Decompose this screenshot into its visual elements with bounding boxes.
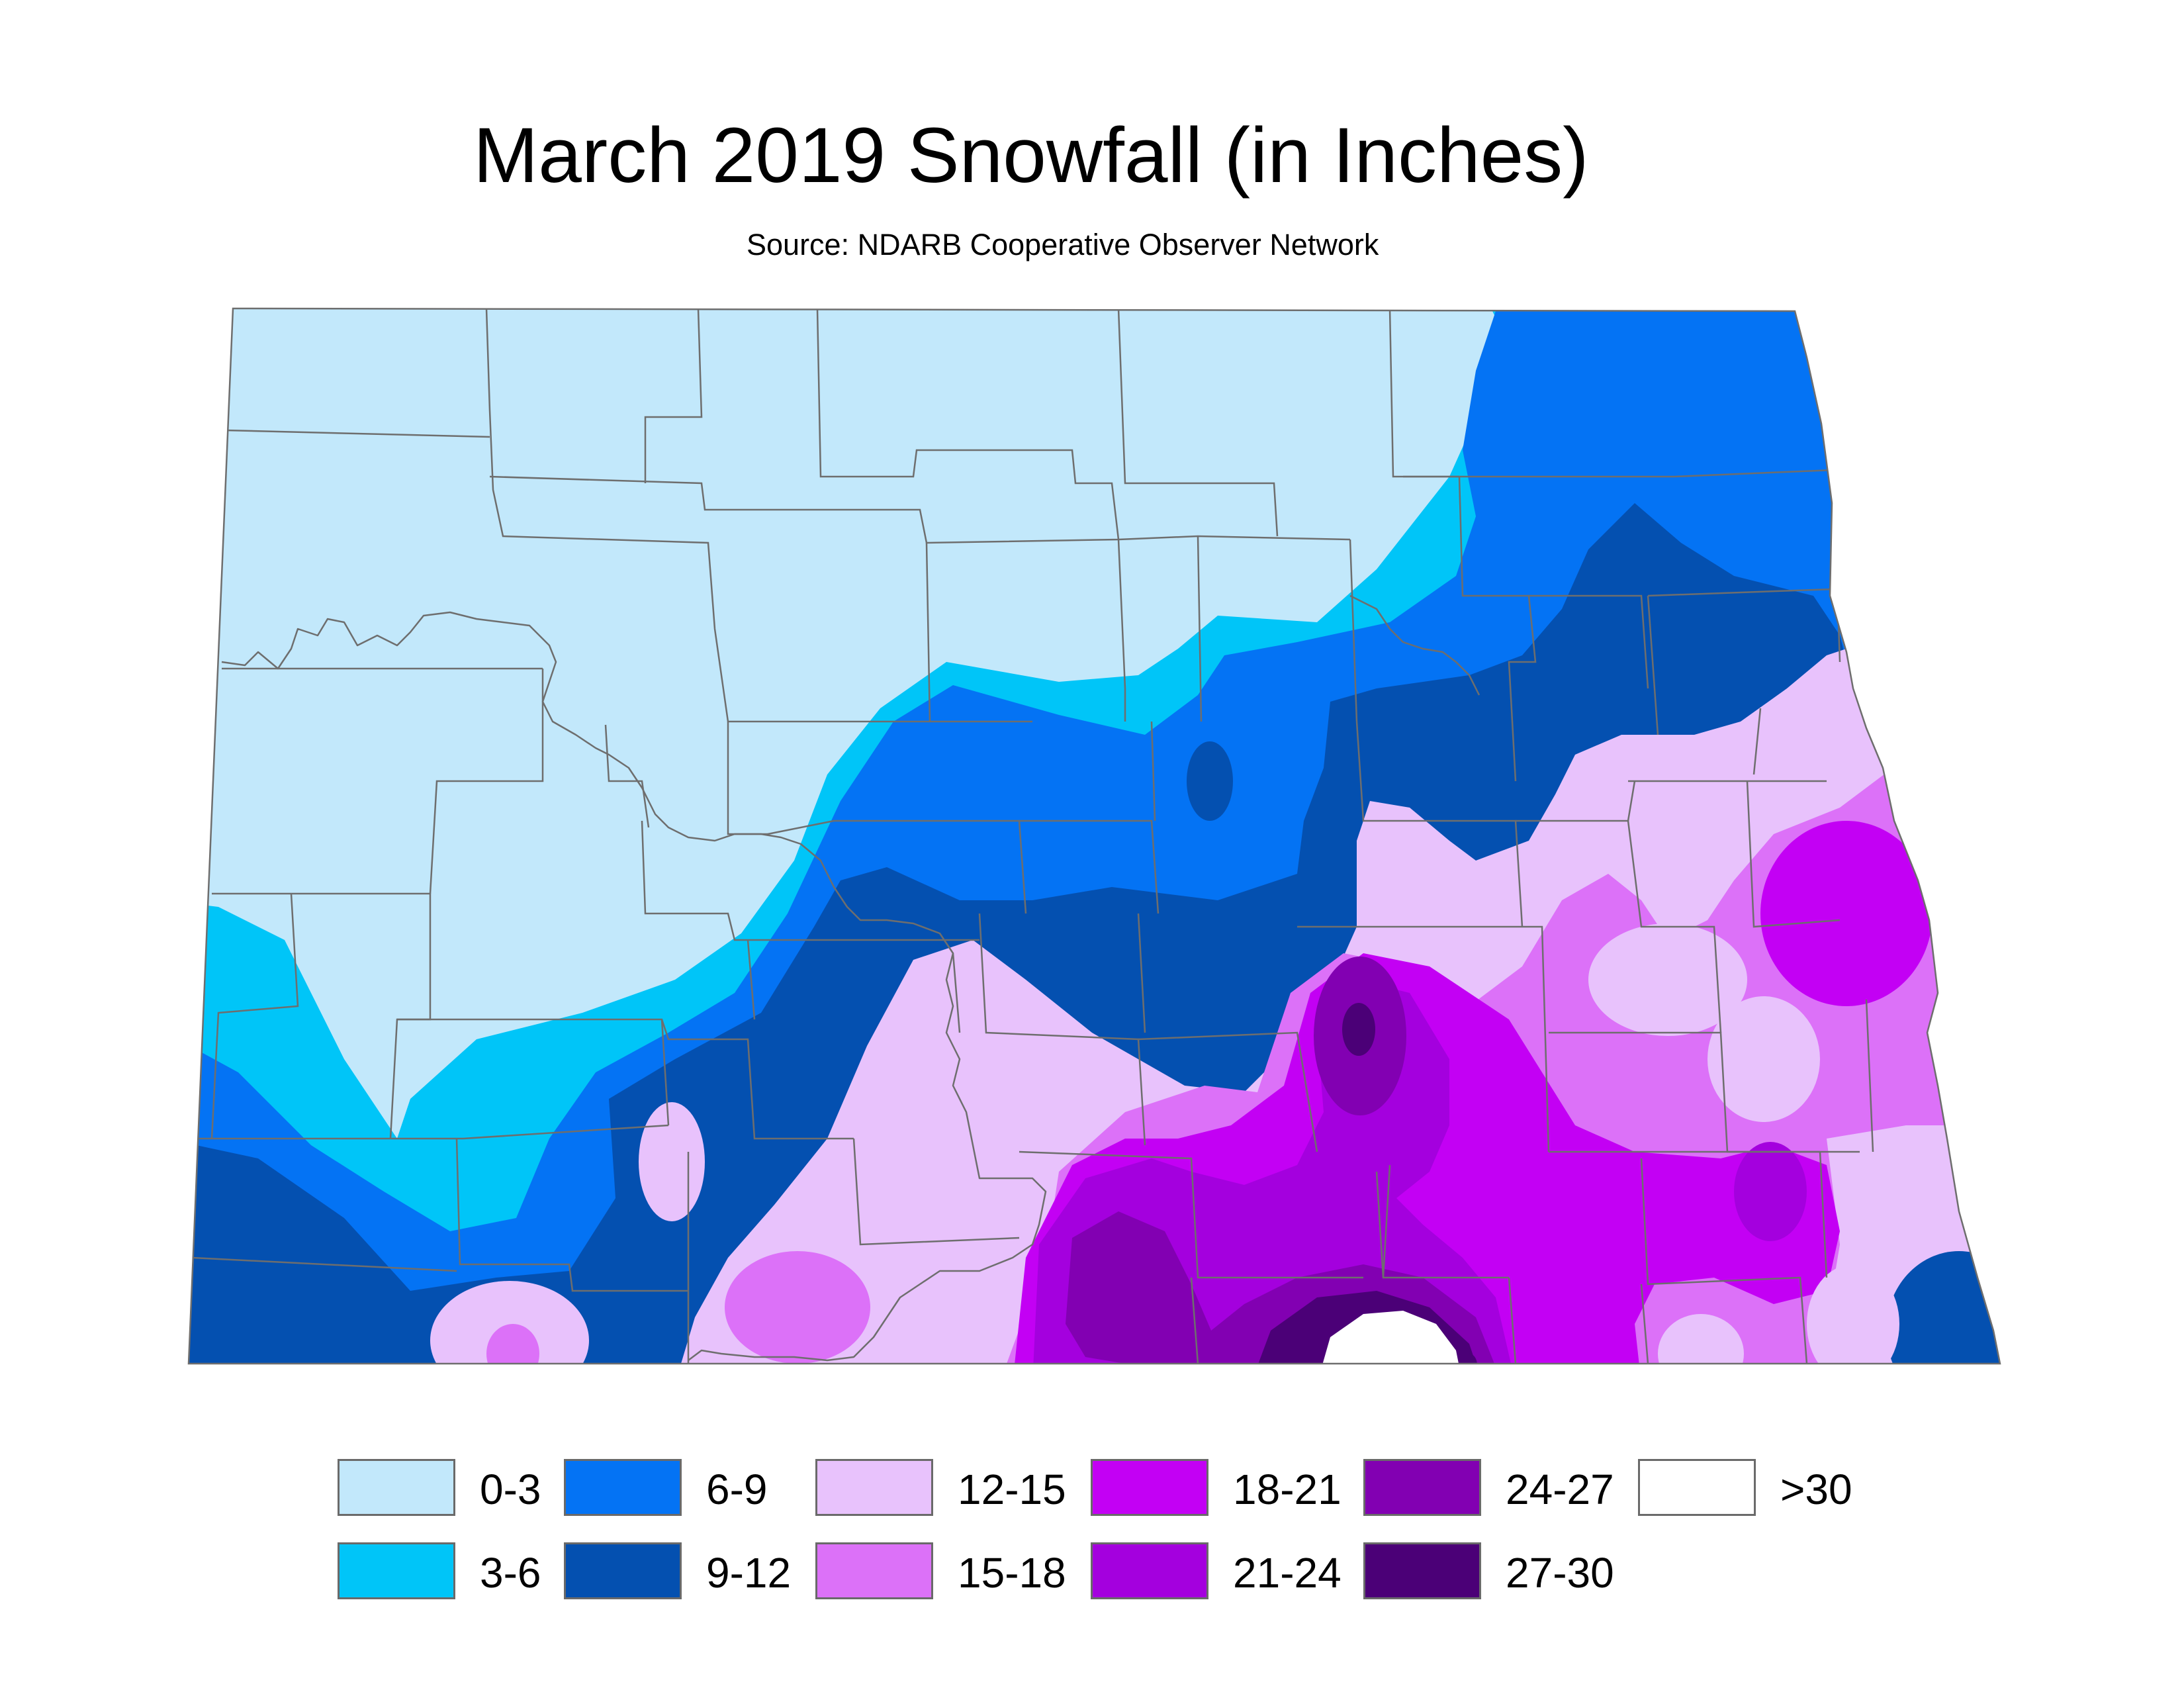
zone-27-30-dot (1459, 1353, 1477, 1364)
zone-27-30-north (1342, 1003, 1375, 1056)
zone-12-15-pocket-se (1658, 1314, 1744, 1364)
zone-18-21-ne (1760, 821, 1933, 1006)
county-boundaries (191, 308, 1874, 1364)
map-title: March 2019 Snowfall (in Inches) (473, 112, 1589, 199)
zone-over-30 (1317, 1311, 1463, 1364)
zone-21-24-e (1734, 1142, 1807, 1241)
zone-15-18-isle-s (486, 1324, 539, 1364)
zone-15-18-isle-sw (725, 1251, 870, 1364)
state-outline (187, 307, 2001, 1365)
snowfall-zones (189, 308, 2000, 1364)
river-boundaries (221, 594, 1480, 1362)
zone-12-15-pocket-ne (1588, 923, 1747, 1036)
zone-9-12-isle (1187, 741, 1233, 821)
zone-12-15-se-edge (1807, 1264, 1899, 1364)
zone-12-15-pocket-e (1707, 996, 1820, 1122)
zone-9-12-se (1886, 1251, 2000, 1364)
zone-12-15-isle-sw (639, 1102, 705, 1221)
map-source-note: Source: NDARB Cooperative Observer Netwo… (747, 228, 1379, 261)
